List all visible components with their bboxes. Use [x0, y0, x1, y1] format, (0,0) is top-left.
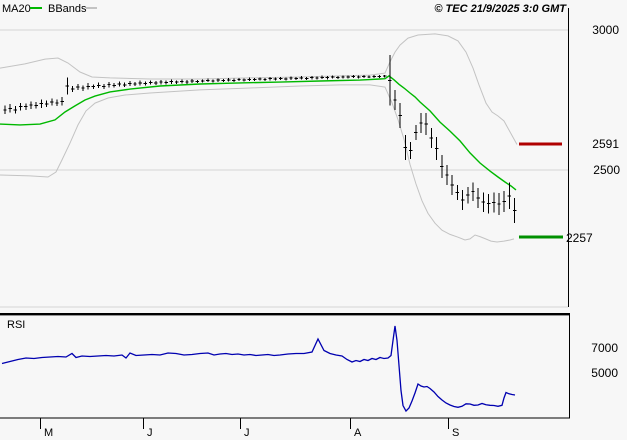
- series-BB_lower: [0, 84, 515, 243]
- x-tick-label-may: M: [44, 427, 53, 439]
- rsi-panel-title: RSI: [7, 319, 25, 331]
- y-label-2500: 2500: [593, 163, 620, 177]
- rsi-line: [1, 325, 516, 413]
- series-MA20: [0, 75, 517, 191]
- panel-separator: [0, 313, 570, 316]
- legend-bbands-label: BBands: [48, 3, 87, 15]
- copyright-text: © TEC 21/9/2025 3:0 GMT: [434, 3, 567, 15]
- x-tick-label-jul: J: [244, 427, 250, 439]
- bollinger-upper-band: [0, 33, 518, 145]
- x-tick-label-sep: S: [452, 427, 459, 439]
- price-level-label-2257: 2257: [566, 231, 593, 245]
- bollinger-lower-band: [0, 84, 515, 243]
- series-BB_upper: [0, 33, 518, 145]
- y-label-3000: 3000: [592, 23, 619, 37]
- series-RSI: [1, 325, 516, 413]
- rsi-label-7000: 7000: [591, 341, 618, 355]
- x-tick-label-aug: A: [354, 427, 362, 439]
- price-level-label-2591: 2591: [592, 137, 619, 151]
- ma20-line: [0, 75, 517, 191]
- legend-ma20-label: MA20: [2, 3, 31, 15]
- x-tick-label-jun: J: [147, 427, 153, 439]
- price-bars: [3, 55, 517, 224]
- rsi-label-5000: 5000: [591, 366, 618, 380]
